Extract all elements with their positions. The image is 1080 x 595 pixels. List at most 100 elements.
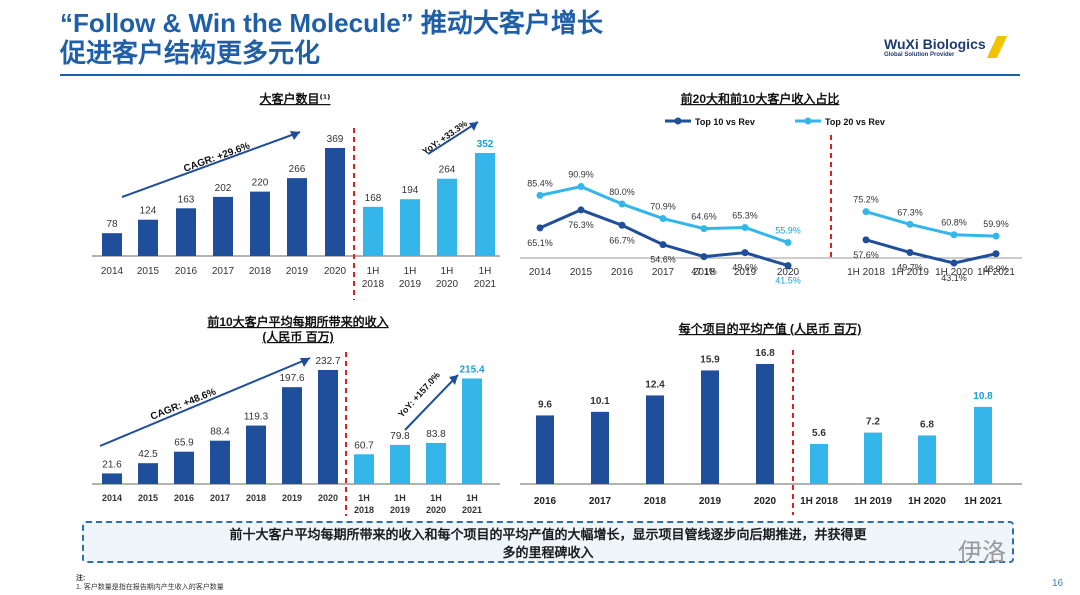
message-line-1: 前十大客户平均每期所带来的收入和每个项目的平均产值的大幅增长，显示项目管线逐步向… <box>229 527 867 542</box>
chart1-bar <box>138 219 158 256</box>
chart1-tick-label: 2016 <box>175 266 198 277</box>
chart2-tick-label: 2018 <box>693 267 716 278</box>
chart3-cagr-label: CAGR: +48.6% <box>149 386 218 422</box>
chart2-data-label: 41.5% <box>775 276 801 286</box>
chart1-arrowhead-icon <box>469 122 478 131</box>
chart1-bar <box>325 148 345 256</box>
chart1-bar <box>213 196 233 256</box>
chart2-point <box>741 249 749 257</box>
chart3-bar <box>246 425 266 484</box>
message-line-2: 多的里程碑收入 <box>502 545 594 560</box>
chart2-data-label: 90.9% <box>568 170 594 180</box>
chart2-point <box>741 224 749 232</box>
chart3-bar <box>426 442 446 484</box>
chart2-data-label: 76.3% <box>568 220 594 230</box>
chart1-arrowhead-icon <box>290 131 300 140</box>
chart3-value-label: 60.7 <box>354 440 374 451</box>
chart2-point <box>784 239 792 247</box>
chart4-bar <box>701 370 719 484</box>
chart2-legend-label: Top 10 vs Rev <box>695 117 755 127</box>
chart4-bar <box>864 432 882 484</box>
chart2-data-label: 59.9% <box>983 219 1009 229</box>
chart4-value-label: 7.2 <box>866 417 880 428</box>
chart4-tick-label: 2019 <box>699 496 722 507</box>
chart3-value-label: 88.4 <box>210 427 230 438</box>
chart4-value-label: 16.8 <box>755 348 775 359</box>
chart2-tick-label: 1H 2021 <box>977 267 1015 278</box>
chart2-series-line <box>865 238 997 265</box>
chart1-bar <box>287 178 307 256</box>
chart3-tick-label: 2019 <box>282 493 302 503</box>
chart2-data-label: 70.9% <box>650 202 676 212</box>
chart3-tick-label: 2017 <box>210 493 230 503</box>
chart4-value-label: 12.4 <box>645 379 665 390</box>
chart4-bar <box>536 415 554 484</box>
chart2-point <box>659 241 667 249</box>
chart2-point <box>536 191 544 199</box>
chart2-tick-label: 2014 <box>529 267 552 278</box>
chart4-tick-label: 2017 <box>589 496 612 507</box>
chart3-bar <box>462 378 482 484</box>
chart2-point <box>700 253 708 261</box>
chart2-point <box>618 200 626 208</box>
chart1-bar <box>363 206 383 256</box>
chart4-value-label: 10.1 <box>590 396 610 407</box>
chart1-value-label: 194 <box>402 185 419 196</box>
chart1-value-label: 266 <box>289 164 306 175</box>
chart1-value-label: 163 <box>178 194 195 205</box>
chart4-title: 每个项目的平均产值 (人民币 百万) <box>679 321 862 336</box>
chart2-data-label: 57.6% <box>853 250 879 260</box>
chart1-tick-label: 2017 <box>212 266 235 277</box>
chart3-value-label: 83.8 <box>426 429 446 440</box>
chart2-data-label: 65.3% <box>732 211 758 221</box>
chart2-point <box>862 236 870 244</box>
chart3-value-label: 119.3 <box>244 412 269 423</box>
key-message-box: 前十大客户平均每期所带来的收入和每个项目的平均产值的大幅增长，显示项目管线逐步向… <box>82 521 1014 563</box>
chart3-tick-label: 1H 2018 <box>354 493 374 515</box>
chart2-data-label: 66.7% <box>609 235 635 245</box>
chart1-cagr-arrow <box>121 131 301 198</box>
chart4-tick-label: 1H 2021 <box>964 496 1002 507</box>
chart2-tick-label: 1H 2020 <box>935 267 973 278</box>
chart1-value-label: 369 <box>327 134 344 145</box>
chart2-tick-label: 1H 2019 <box>891 267 929 278</box>
footnote-text: 1. 客户数量是指在报告期内产生收入的客户数量 <box>76 584 224 591</box>
chart2-data-label: 49.6% <box>732 263 758 273</box>
chart3-value-label: 197.6 <box>279 373 304 384</box>
chart3-bar <box>102 473 122 484</box>
chart2-data-label: 67.3% <box>897 207 923 217</box>
chart2-data-label: 49.7% <box>897 262 923 272</box>
watermark-text: 伊洛 <box>958 539 1006 566</box>
chart1-tick-label: 2019 <box>286 266 309 277</box>
chart2-data-label: 54.6% <box>650 255 676 265</box>
chart2-point <box>618 221 626 229</box>
chart1-value-label: 352 <box>477 139 494 150</box>
chart2-point <box>700 225 708 233</box>
chart4-value-label: 15.9 <box>700 354 720 365</box>
chart2-point <box>784 262 792 270</box>
chart2-legend-marker <box>804 117 812 125</box>
chart1-value-label: 264 <box>439 165 456 176</box>
page-number: 16 <box>1052 578 1064 589</box>
company-logo: WuXi Biologics Global Solution Provider <box>880 36 1020 70</box>
chart3-tick-label: 2016 <box>174 493 194 503</box>
chart1-bar <box>400 199 420 256</box>
chart3-value-label: 65.9 <box>174 438 194 449</box>
chart3-value-label: 79.8 <box>390 431 410 442</box>
chart2-point <box>992 232 1000 240</box>
chart2-data-label: 65.1% <box>527 238 553 248</box>
chart3-bar <box>318 370 338 484</box>
chart1-bar <box>437 178 457 256</box>
chart2-point <box>536 224 544 232</box>
chart4-bar <box>591 411 609 484</box>
chart1-tick-label: 1H 2021 <box>474 266 497 290</box>
chart2-data-label: 43.1% <box>941 273 967 283</box>
chart2-tick-label: 2016 <box>611 267 634 278</box>
chart2-legend-label: Top 20 vs Rev <box>825 117 885 127</box>
chart2-data-label: 80.0% <box>609 187 635 197</box>
chart2-data-label: 85.4% <box>527 178 553 188</box>
chart4-tick-label: 2018 <box>644 496 667 507</box>
chart3-tick-label: 2020 <box>318 493 338 503</box>
chart2-point <box>577 206 585 214</box>
